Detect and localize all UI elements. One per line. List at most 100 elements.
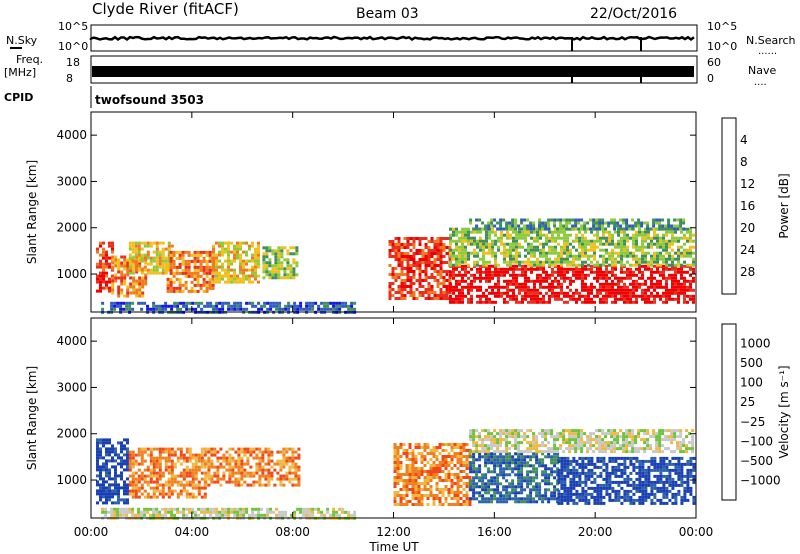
data-cell xyxy=(484,485,488,489)
data-cell xyxy=(114,261,118,265)
data-cell xyxy=(575,495,579,499)
data-cell xyxy=(447,455,451,458)
data-cell xyxy=(533,282,536,286)
data-cell xyxy=(536,279,539,283)
data-cell xyxy=(478,452,482,456)
data-cell xyxy=(653,465,657,469)
data-cell xyxy=(539,282,542,286)
data-cell xyxy=(408,464,412,467)
data-cell xyxy=(611,489,615,493)
data-cell xyxy=(102,241,105,245)
data-cell xyxy=(326,301,330,305)
data-cell xyxy=(455,239,458,243)
data-cell xyxy=(292,276,296,280)
data-cell xyxy=(461,294,464,298)
data-cell xyxy=(683,492,687,496)
data-cell xyxy=(575,489,579,493)
data-cell xyxy=(650,456,654,460)
data-cell xyxy=(178,283,182,287)
data-cell xyxy=(388,282,392,285)
data-cell xyxy=(566,236,569,240)
data-cell xyxy=(584,456,588,460)
data-cell xyxy=(411,494,415,497)
data-cell xyxy=(126,468,129,472)
data-cell xyxy=(102,444,105,448)
data-cell xyxy=(283,276,287,280)
data-cell xyxy=(557,254,560,258)
data-cell xyxy=(536,245,539,249)
data-cell xyxy=(449,294,452,298)
data-cell xyxy=(617,282,620,286)
data-cell xyxy=(692,501,696,505)
data-cell xyxy=(653,294,656,298)
data-cell xyxy=(418,270,422,273)
data-cell xyxy=(167,304,171,308)
data-cell xyxy=(502,461,506,465)
data-cell xyxy=(497,236,500,240)
data-cell xyxy=(620,230,623,234)
data-cell xyxy=(524,291,527,295)
data-cell xyxy=(131,271,135,275)
data-cell xyxy=(314,301,318,305)
data-cell xyxy=(584,480,588,484)
data-cell xyxy=(99,483,102,487)
data-cell xyxy=(418,276,422,279)
data-cell xyxy=(417,443,421,446)
data-cell xyxy=(420,482,424,485)
data-cell xyxy=(102,286,105,290)
data-cell xyxy=(475,485,479,489)
data-cell xyxy=(105,474,108,478)
data-cell xyxy=(146,465,150,469)
data-cell xyxy=(494,285,497,289)
data-cell xyxy=(584,297,587,301)
data-cell xyxy=(414,467,418,470)
data-cell xyxy=(500,294,503,298)
data-cell xyxy=(556,467,560,471)
data-cell xyxy=(134,459,138,463)
data-cell xyxy=(470,279,473,283)
data-cell xyxy=(137,468,141,472)
data-cell xyxy=(689,282,692,286)
data-cell xyxy=(683,276,686,280)
data-cell xyxy=(111,258,115,262)
data-cell xyxy=(488,233,491,237)
data-cell xyxy=(644,294,647,298)
data-cell xyxy=(686,288,689,292)
data-cell xyxy=(117,501,120,505)
data-cell xyxy=(265,249,269,253)
data-cell xyxy=(608,254,611,258)
data-cell xyxy=(276,477,280,481)
data-cell xyxy=(677,462,681,466)
data-cell xyxy=(406,237,410,240)
data-cell xyxy=(456,482,460,485)
data-cell xyxy=(458,279,461,283)
data-cell xyxy=(260,307,264,311)
data-cell xyxy=(629,300,632,304)
data-cell xyxy=(479,267,482,271)
data-cell xyxy=(677,282,680,286)
data-cell xyxy=(550,218,554,222)
date-label: 22/Oct/2016 xyxy=(590,6,677,22)
data-cell xyxy=(258,447,262,451)
data-cell xyxy=(689,251,692,255)
data-cell xyxy=(196,274,200,278)
data-cell xyxy=(406,276,410,279)
data-cell xyxy=(509,236,512,240)
data-cell xyxy=(581,251,584,255)
data-cell xyxy=(679,221,683,225)
data-cell xyxy=(184,286,188,290)
data-cell xyxy=(626,456,630,460)
data-cell xyxy=(506,282,509,286)
data-cell xyxy=(529,470,533,474)
data-cell xyxy=(417,467,421,470)
data-cell xyxy=(683,495,687,499)
data-cell xyxy=(140,450,144,454)
data-cell xyxy=(674,498,678,502)
data-cell xyxy=(578,495,582,499)
data-cell xyxy=(562,218,566,222)
data-cell xyxy=(481,455,485,459)
data-cell xyxy=(108,486,111,490)
data-cell xyxy=(396,455,400,458)
data-cell xyxy=(665,297,668,301)
data-cell xyxy=(656,468,660,472)
